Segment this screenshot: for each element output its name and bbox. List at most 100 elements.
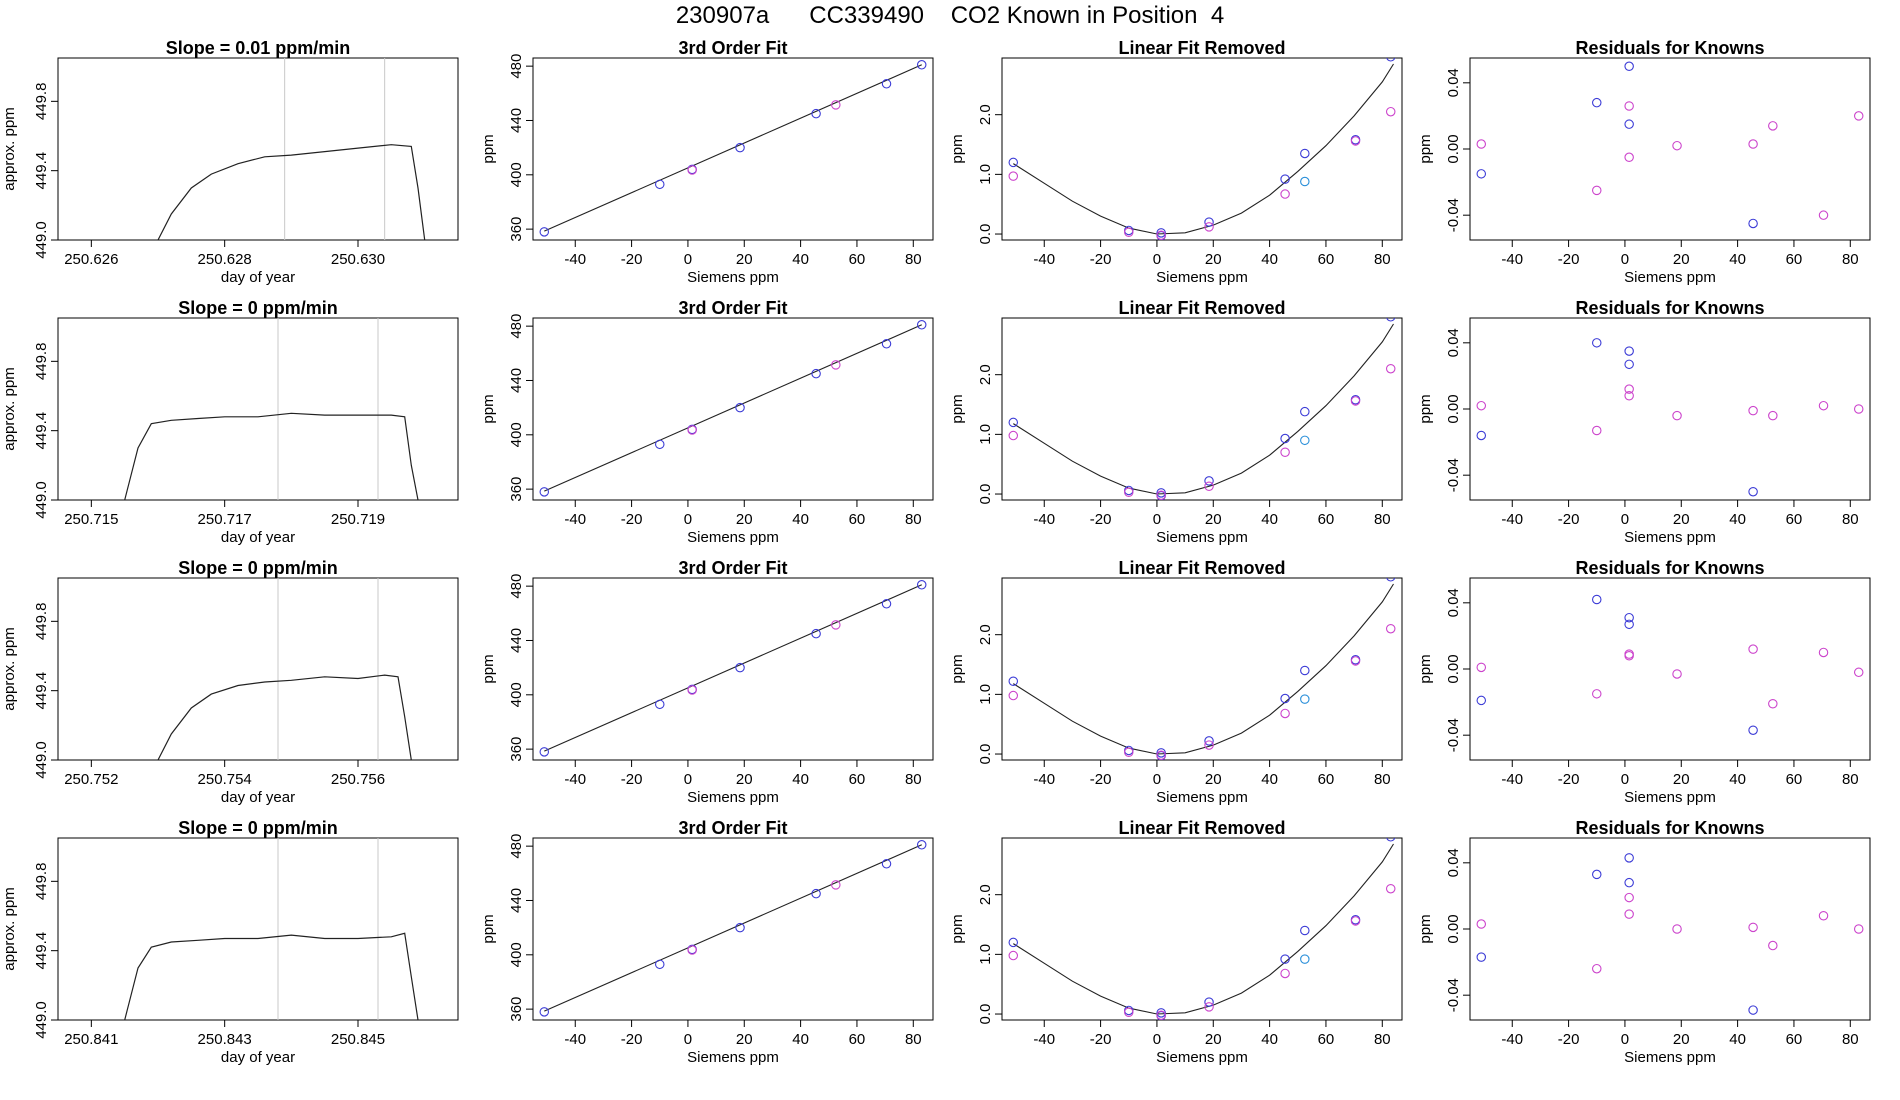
x-tick-label: 60 [1786,511,1803,528]
data-point [1156,490,1166,500]
plot-frame [57,57,459,241]
x-tick-label: -40 [1033,511,1055,528]
plot-frame [532,577,934,761]
fit-curve [1013,63,1394,235]
x-tick-label: -20 [1558,511,1580,528]
data-point [1592,425,1602,436]
x-axis-label: day of year [221,1049,295,1066]
y-axis-label: ppm [1417,914,1434,943]
panel-title: Linear Fit Removed [1118,818,1285,838]
x-tick-label: -20 [1558,1031,1580,1048]
data-point [1592,338,1602,348]
data-point [539,1007,550,1017]
data-point [1300,925,1310,936]
x-tick-label: 250.626 [64,251,118,268]
y-axis-label: approx. ppm [1,367,18,450]
data-point [1624,909,1634,919]
x-axis-label: day of year [221,789,295,806]
x-tick-label: 20 [736,771,753,788]
x-tick-label: 40 [1729,511,1746,528]
x-tick-label: 0 [1621,1031,1629,1048]
data-point [1008,417,1019,428]
y-tick-label: 449.0 [33,741,50,779]
plot-area [1008,838,1396,1020]
x-tick-label: 80 [1842,771,1859,788]
plot-area [539,60,927,237]
data-point [1476,139,1487,149]
data-point [1280,189,1290,199]
data-point [655,179,665,190]
x-axis-label: day of year [221,529,295,546]
x-tick-label: -20 [1090,1031,1112,1048]
data-point [1008,430,1019,441]
y-tick-label: 449.4 [33,152,50,190]
data-point [1624,619,1634,630]
x-tick-label: 40 [1261,511,1278,528]
x-axis-label: Siemens ppm [687,269,779,286]
plot-frame [1001,317,1403,501]
y-tick-label: 2.0 [977,364,994,385]
x-tick-label: 80 [905,511,922,528]
y-tick-label: 480 [508,574,525,599]
data-point [1624,359,1634,370]
y-axis-label: ppm [949,654,966,683]
data-point [1156,228,1166,238]
series-line [124,932,419,1020]
x-tick-label: 0 [1153,771,1161,788]
data-point [1818,210,1829,220]
x-tick-label: 250.628 [198,251,252,268]
x-tick-label: 0 [1621,771,1629,788]
y-tick-label: 449.8 [33,343,50,381]
x-tick-label: 20 [1673,251,1690,268]
plot-area [124,838,419,1020]
panel-r3c3: Linear Fit Removed -40 -20 0 20 40 60 80 0.0 1.0 2… [949,558,1403,806]
panel-title: 3rd Order Fit [678,558,787,578]
x-tick-label: 20 [1205,771,1222,788]
fit-line [544,584,922,752]
x-tick-label: 20 [1205,1031,1222,1048]
x-tick-label: 80 [1374,1031,1391,1048]
x-tick-label: 0 [684,1031,692,1048]
fit-line [544,324,922,492]
data-point [1624,119,1634,129]
x-tick-label: 80 [1374,251,1391,268]
data-point [1300,148,1310,159]
data-point [687,425,697,435]
data-point [1008,690,1019,701]
data-point [1592,689,1602,699]
x-tick-label: 0 [1153,251,1161,268]
data-point [1768,940,1778,951]
plot-area [1476,61,1864,229]
panel-r2c3: Linear Fit Removed -40 -20 0 20 40 60 80 0.0 1.0 2… [949,298,1403,546]
data-point [1476,695,1487,706]
data-point [1350,656,1361,666]
data-point [1818,647,1829,658]
panel-r3c1: Slope = 0 ppm/min 250.752 250.754 250.756 44… [1,558,459,806]
data-point [1300,665,1310,676]
panel-title: Linear Fit Removed [1118,38,1285,58]
x-tick-label: 40 [1261,1031,1278,1048]
data-point [1476,919,1487,929]
panel-title: Residuals for Knowns [1575,298,1764,318]
y-tick-label: 400 [508,422,525,447]
data-point [1385,106,1396,117]
y-tick-label: 2.0 [977,624,994,645]
data-point [881,79,892,89]
data-point [1204,222,1214,232]
data-point [1624,651,1634,661]
y-axis-label: ppm [949,394,966,423]
data-point [1350,916,1361,926]
data-point [881,859,892,869]
data-point [1592,97,1602,108]
data-point [1008,937,1019,948]
data-point [1204,481,1214,492]
data-point [1624,152,1634,163]
x-tick-label: 0 [684,511,692,528]
x-tick-label: 80 [905,1031,922,1048]
panel-r2c2: 3rd Order Fit -40 -20 0 20 40 60 80 360 400 440 480… [480,298,934,546]
x-axis-label: day of year [221,269,295,286]
data-point [1592,869,1602,880]
x-tick-label: 80 [905,251,922,268]
data-point [831,360,841,370]
y-tick-label: 480 [508,314,525,339]
